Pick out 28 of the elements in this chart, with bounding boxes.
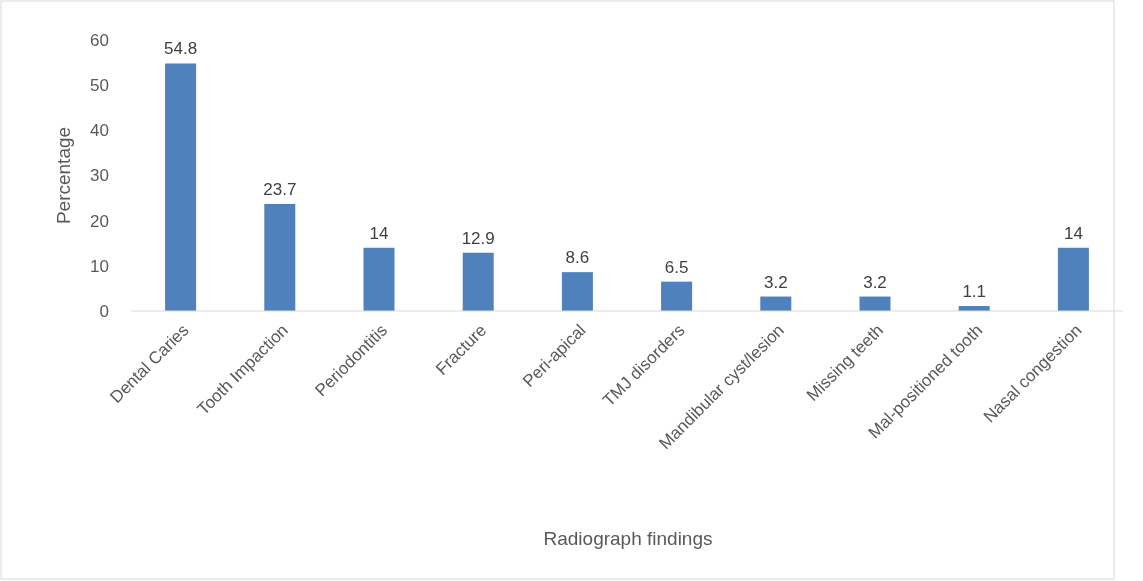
data-label: 54.8 — [164, 39, 198, 59]
bar — [264, 203, 296, 311]
bar — [1057, 247, 1089, 311]
data-label: 1.1 — [962, 282, 987, 302]
bar — [165, 63, 197, 311]
bar — [661, 281, 693, 311]
y-axis-title: Percentage — [53, 126, 74, 225]
data-label: 6.5 — [664, 257, 689, 277]
bar — [561, 272, 593, 311]
data-label: 12.9 — [461, 228, 495, 248]
y-tick-label: 60 — [90, 30, 109, 50]
y-tick-label: 20 — [90, 211, 109, 231]
data-label: 23.7 — [263, 179, 297, 199]
data-label: 14 — [369, 223, 389, 243]
data-label: 3.2 — [863, 272, 887, 292]
bar — [462, 252, 494, 311]
y-tick-label: 0 — [99, 301, 109, 321]
y-tick-label: 30 — [90, 166, 109, 186]
data-label: 8.6 — [565, 248, 590, 268]
bar — [859, 296, 891, 311]
x-axis-title: Radiograph findings — [543, 528, 713, 549]
data-label: 3.2 — [763, 272, 788, 292]
bar — [363, 247, 395, 311]
y-tick-label: 40 — [90, 121, 109, 141]
y-tick-label: 10 — [90, 256, 109, 276]
data-label: 14 — [1063, 223, 1083, 243]
y-tick-label: 50 — [90, 76, 109, 96]
bar — [760, 296, 792, 311]
